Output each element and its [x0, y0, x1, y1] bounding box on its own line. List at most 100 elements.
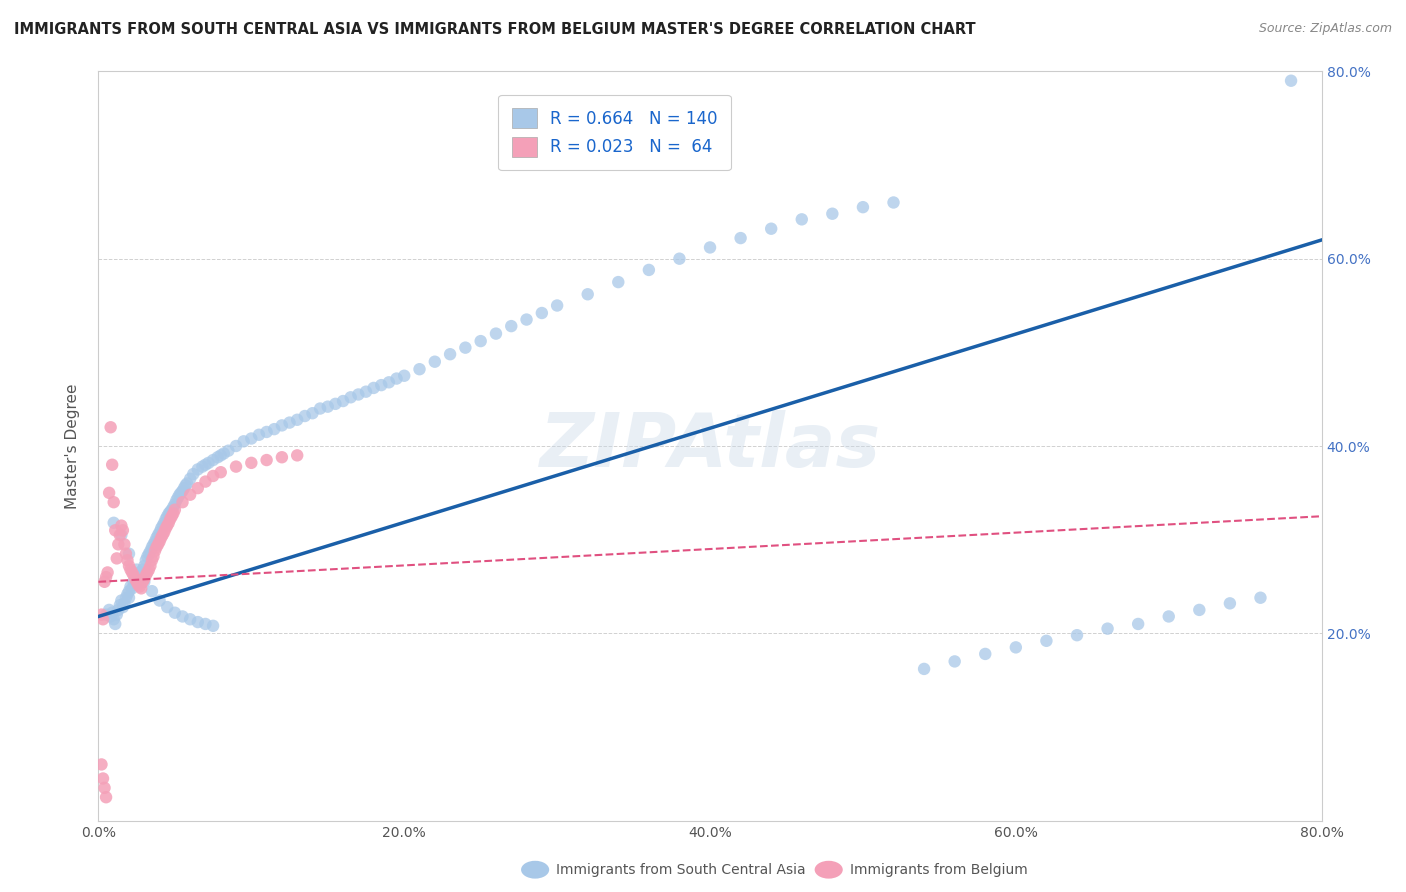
Point — [294, 409, 316, 423]
Point — [207, 450, 229, 465]
Point — [309, 401, 332, 416]
Point — [91, 612, 114, 626]
Point — [217, 443, 239, 458]
Point — [91, 772, 114, 786]
Point — [202, 619, 225, 633]
Point — [194, 475, 217, 489]
Text: Source: ZipAtlas.com: Source: ZipAtlas.com — [1258, 22, 1392, 36]
Point — [134, 566, 156, 580]
Point — [339, 390, 361, 404]
Point — [134, 572, 156, 586]
Point — [149, 525, 172, 540]
Point — [194, 617, 217, 632]
Point — [325, 397, 347, 411]
Point — [912, 662, 935, 676]
Point — [90, 757, 112, 772]
Point — [212, 446, 235, 460]
Point — [181, 467, 204, 482]
Point — [100, 420, 122, 434]
Point — [104, 617, 127, 632]
Point — [135, 568, 157, 582]
Point — [209, 465, 232, 479]
Point — [101, 458, 124, 472]
Point — [93, 780, 115, 795]
Point — [160, 509, 183, 524]
Point — [225, 459, 247, 474]
Point — [118, 547, 141, 561]
Point — [159, 512, 181, 526]
Point — [107, 537, 129, 551]
Legend: R = 0.664   N = 140, R = 0.023   N =  64: R = 0.664 N = 140, R = 0.023 N = 64 — [498, 95, 731, 170]
Y-axis label: Master's Degree: Master's Degree — [65, 384, 80, 508]
Point — [94, 570, 117, 584]
Point — [146, 528, 169, 542]
Point — [156, 600, 179, 615]
Point — [179, 472, 201, 486]
Point — [202, 453, 225, 467]
Point — [172, 483, 194, 498]
Point — [699, 240, 721, 254]
Point — [454, 341, 477, 355]
Point — [108, 528, 131, 542]
Point — [132, 563, 155, 577]
Point — [105, 551, 128, 566]
Point — [101, 606, 124, 620]
Point — [122, 568, 145, 582]
Point — [759, 221, 782, 235]
Point — [385, 371, 408, 385]
Point — [516, 312, 538, 326]
Point — [146, 537, 169, 551]
Point — [97, 566, 120, 580]
Point — [1066, 628, 1088, 642]
Point — [143, 534, 166, 549]
Point — [370, 378, 392, 392]
Point — [852, 200, 875, 214]
Point — [270, 450, 292, 465]
Point — [98, 603, 121, 617]
Point — [100, 609, 122, 624]
Point — [93, 574, 115, 589]
Text: Immigrants from Belgium: Immigrants from Belgium — [849, 863, 1028, 877]
Point — [169, 488, 191, 502]
Point — [155, 512, 177, 526]
Point — [94, 607, 117, 622]
Point — [110, 593, 132, 607]
Point — [122, 574, 145, 589]
Point — [132, 574, 155, 589]
Point — [94, 790, 117, 805]
Point — [110, 528, 132, 542]
Point — [103, 612, 125, 626]
Point — [501, 319, 523, 334]
Point — [103, 516, 125, 530]
Point — [470, 334, 492, 348]
Point — [225, 439, 247, 453]
Point — [191, 459, 214, 474]
Point — [118, 591, 141, 605]
Point — [127, 577, 149, 591]
Point — [159, 505, 181, 519]
Point — [1219, 596, 1241, 610]
Point — [125, 563, 148, 577]
Point — [256, 425, 278, 439]
Text: ZIPAtlas: ZIPAtlas — [540, 409, 880, 483]
Point — [209, 449, 232, 463]
Point — [163, 502, 186, 516]
Point — [423, 355, 446, 369]
Text: Immigrants from South Central Asia: Immigrants from South Central Asia — [557, 863, 806, 877]
Point — [141, 540, 163, 554]
Point — [90, 607, 112, 622]
Point — [240, 456, 263, 470]
Point — [187, 615, 209, 629]
Point — [112, 596, 135, 610]
Point — [1279, 74, 1302, 88]
Point — [139, 544, 162, 558]
Point — [1035, 633, 1057, 648]
Text: IMMIGRANTS FROM SOUTH CENTRAL ASIA VS IMMIGRANTS FROM BELGIUM MASTER'S DEGREE CO: IMMIGRANTS FROM SOUTH CENTRAL ASIA VS IM… — [14, 22, 976, 37]
Point — [202, 469, 225, 483]
Point — [111, 600, 134, 615]
Point — [378, 376, 401, 390]
Point — [108, 599, 131, 613]
Point — [256, 453, 278, 467]
Point — [668, 252, 690, 266]
Point — [149, 593, 172, 607]
